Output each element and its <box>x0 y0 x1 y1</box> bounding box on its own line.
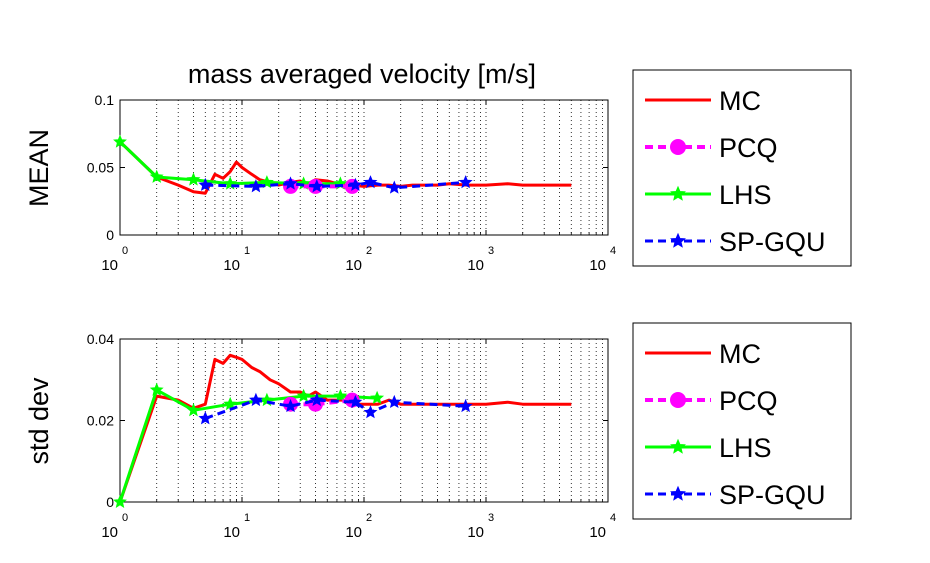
legend-swatch-marker <box>670 232 686 248</box>
data-point <box>113 134 127 148</box>
data-point <box>370 390 385 404</box>
data-point <box>387 180 402 194</box>
data-point <box>348 177 363 191</box>
data-point <box>248 179 263 193</box>
data-point <box>283 176 298 190</box>
data-point <box>113 494 127 508</box>
y-tick-label: 0 <box>106 227 114 243</box>
x-tick-label-base: 10 <box>467 524 484 541</box>
x-tick-label-base: 10 <box>345 524 362 541</box>
x-tick-label-base: 10 <box>223 524 240 541</box>
y-tick-label: 0.04 <box>87 331 114 347</box>
data-point <box>149 169 164 183</box>
data-point <box>458 175 473 189</box>
x-tick-label-exponent: 4 <box>610 512 616 524</box>
series-sp-gqu <box>198 175 473 194</box>
data-point <box>363 405 378 419</box>
data-point <box>149 382 164 396</box>
data-point <box>223 396 238 411</box>
x-tick-label-exponent: 3 <box>488 245 494 257</box>
x-tick-label-exponent: 2 <box>366 512 372 524</box>
y-axis-label: std dev <box>24 377 54 465</box>
y-tick-label: 0.1 <box>95 92 115 108</box>
x-tick-label-base: 10 <box>101 257 118 274</box>
legend-swatch-marker <box>670 392 686 408</box>
y-tick-label: 0.05 <box>87 160 114 176</box>
legend-label: MC <box>719 86 761 116</box>
legend-swatch-marker <box>670 139 686 155</box>
x-tick-label-base: 10 <box>589 524 606 541</box>
data-point <box>309 392 324 407</box>
data-point <box>333 388 348 402</box>
data-point <box>348 394 363 409</box>
data-point <box>198 411 213 425</box>
legend-box <box>632 69 852 267</box>
x-tick-label-exponent: 1 <box>244 512 250 524</box>
legend-label: MC <box>719 339 761 369</box>
x-tick-label-base: 10 <box>223 257 240 274</box>
y-tick-label: 0 <box>106 494 114 510</box>
x-tick-label-base: 10 <box>101 524 118 541</box>
data-point <box>198 177 213 191</box>
data-point <box>186 402 201 417</box>
legend-label: PCQ <box>719 133 778 163</box>
x-tick-label-base: 10 <box>589 257 606 274</box>
x-tick-label-exponent: 2 <box>366 245 372 257</box>
chart-panel-1: 10 0 10 1 10 2 10 3 10 4 0 0.05 0.1 MEAN mass averaged… <box>24 59 852 274</box>
data-point <box>309 179 324 193</box>
data-point <box>186 172 201 186</box>
legend-swatch-marker <box>670 485 686 501</box>
x-tick-label-exponent: 3 <box>488 512 494 524</box>
x-tick-label-base: 10 <box>345 257 362 274</box>
data-point <box>283 398 298 413</box>
data-point <box>363 175 378 189</box>
legend-label: SP-GQU <box>719 227 826 257</box>
series-sp-gqu <box>198 392 473 425</box>
legend-label: PCQ <box>719 386 778 416</box>
legend-box <box>632 322 852 520</box>
chart-panel-2: 10 0 10 1 10 2 10 3 10 4 0 0.02 0.04 std dev MC PCQ LHS S… <box>24 322 852 541</box>
legend-swatch-marker <box>670 438 686 454</box>
x-tick-label-exponent: 0 <box>122 512 128 524</box>
x-tick-label-exponent: 0 <box>122 245 128 257</box>
x-tick-label-base: 10 <box>467 257 484 274</box>
plot-area <box>120 339 608 502</box>
legend: MC PCQ LHS SP-GQU <box>632 322 852 520</box>
x-tick-label-exponent: 1 <box>244 245 250 257</box>
data-point <box>387 394 402 409</box>
data-point <box>458 398 473 413</box>
data-point <box>296 388 311 402</box>
legend-label: SP-GQU <box>719 480 826 510</box>
legend: MC PCQ LHS SP-GQU <box>632 69 852 267</box>
legend-label: LHS <box>719 433 772 463</box>
series-line <box>204 398 466 420</box>
legend-label: LHS <box>719 180 772 210</box>
y-tick-label: 0.02 <box>87 413 114 429</box>
data-point <box>248 392 263 407</box>
y-axis-label: MEAN <box>24 129 54 207</box>
legend-swatch-marker <box>670 185 686 201</box>
data-point <box>223 176 238 190</box>
x-tick-label-exponent: 4 <box>610 245 616 257</box>
chart-title: mass averaged velocity [m/s] <box>188 59 536 89</box>
